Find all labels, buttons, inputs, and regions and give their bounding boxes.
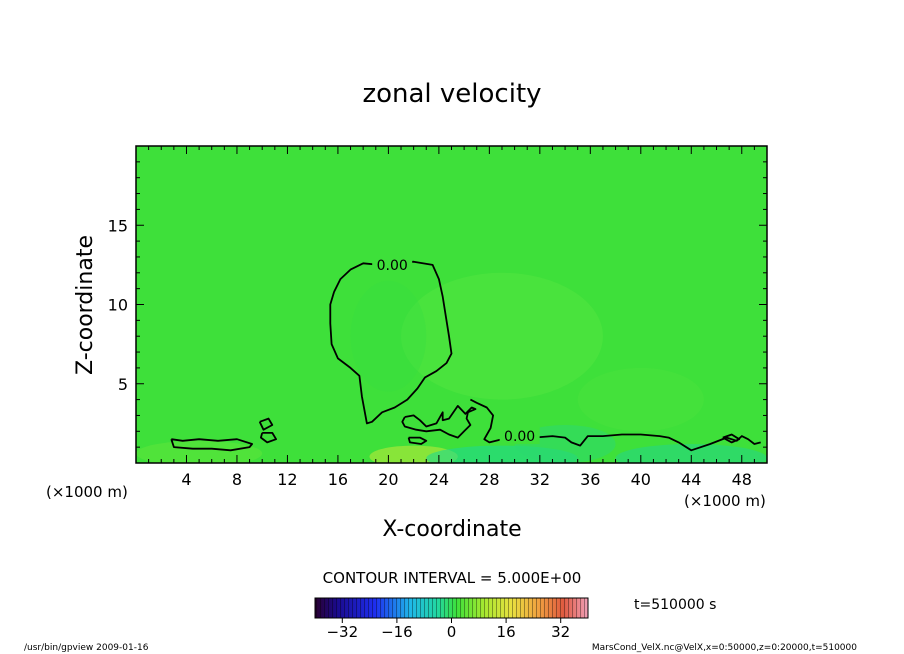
- colorbar-tick-label-1: −16: [381, 623, 413, 641]
- contour-line-6: [469, 398, 761, 452]
- contour-interval-text: CONTOUR INTERVAL = 5.000E+00: [323, 569, 582, 587]
- field-patch-6: [350, 280, 427, 392]
- x-unit-right: (×1000 m): [684, 492, 766, 510]
- x-tick-label-24: 24: [429, 470, 449, 489]
- contour-line-5: [407, 436, 428, 445]
- contour-labels: 0.00 0.00: [372, 255, 540, 445]
- y-tick-label-10: 10: [108, 296, 128, 315]
- contour-label-bg-1: [499, 427, 540, 445]
- y-axis-label: Z-coordinate: [73, 235, 98, 375]
- contour-label-bg-0: [372, 255, 413, 273]
- chart-title: zonal velocity: [362, 79, 541, 109]
- x-tick-label-16: 16: [328, 470, 348, 489]
- x-tick-label-8: 8: [232, 470, 242, 489]
- field-patch-3: [615, 443, 767, 463]
- x-tick-label-12: 12: [277, 470, 297, 489]
- contour-label-1: 0.00: [504, 429, 535, 445]
- field-patch-5: [401, 272, 603, 400]
- colorbar-tick-label-0: −32: [326, 623, 358, 641]
- time-text: t=510000 s: [634, 597, 716, 613]
- x-axis-ticks: 4 8 12 16 20 24 28 32 36 40 44 48: [148, 146, 755, 489]
- y-tick-label-5: 5: [118, 375, 128, 394]
- colorbar-tick-label-3: 16: [497, 623, 516, 641]
- x-axis-label: X-coordinate: [382, 517, 521, 542]
- x-tick-label-32: 32: [530, 470, 550, 489]
- contour-line-2: [258, 417, 274, 431]
- colorbar-tick-label-2: 0: [447, 623, 457, 641]
- contour-line-1: [170, 438, 253, 452]
- plot-field: [136, 146, 767, 463]
- contour-line-4: [401, 405, 477, 439]
- x-tick-label-36: 36: [580, 470, 600, 489]
- colorbar-hatch: [315, 598, 588, 618]
- x-tick-label-48: 48: [732, 470, 752, 489]
- x-tick-label-28: 28: [479, 470, 499, 489]
- colorbar-tick-label-4: 32: [551, 623, 570, 641]
- x-tick-label-44: 44: [681, 470, 701, 489]
- contour-label-0: 0.00: [377, 258, 408, 274]
- field-patch-4: [136, 440, 263, 463]
- field-patch-2: [514, 424, 616, 463]
- contour-line-7: [722, 433, 741, 444]
- contour-line-3: [260, 432, 277, 444]
- y-axis-ticks: 5 10 15: [108, 161, 767, 448]
- y-tick-label-15: 15: [108, 216, 128, 235]
- footer-right: MarsCond_VelX.nc@VelX,x=0:50000,z=0:2000…: [592, 643, 857, 653]
- colorbar-ticks: −32 −16 0 16 32: [326, 618, 570, 641]
- x-tick-label-40: 40: [631, 470, 651, 489]
- x-unit-left: (×1000 m): [46, 483, 128, 501]
- color-field-patches: [136, 272, 767, 463]
- field-patch-7: [577, 367, 704, 432]
- footer-left: /usr/bin/gpview 2009-01-16: [24, 643, 149, 653]
- x-tick-label-20: 20: [378, 470, 398, 489]
- x-tick-label-4: 4: [181, 470, 191, 489]
